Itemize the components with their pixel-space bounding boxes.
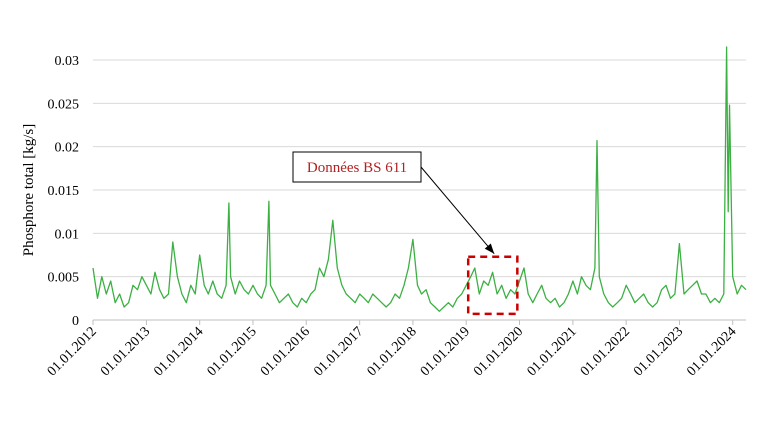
x-tick-label: 01.01.2018	[365, 324, 420, 379]
x-tick-label: 01.01.2016	[258, 324, 313, 379]
series-line-phosphore	[92, 46, 747, 312]
x-tick-label: 01.01.2015	[205, 324, 260, 379]
y-tick-label: 0.025	[48, 97, 80, 112]
x-tick-label: 01.01.2020	[471, 324, 526, 379]
x-tick-label: 01.01.2024	[684, 324, 739, 379]
x-tick-label: 01.01.2019	[418, 324, 473, 379]
y-axis: 0 0.005 0.01 0.015 0.02 0.025 0.03	[48, 54, 80, 329]
horizontal-gridlines	[93, 59, 746, 278]
y-axis-title: Phosphore total [kg/s]	[21, 124, 37, 257]
x-tick-label: 01.01.2021	[525, 324, 580, 379]
x-tick-label: 01.01.2017	[311, 324, 366, 379]
y-tick-label: 0	[72, 314, 79, 329]
x-tick-label: 01.01.2023	[631, 324, 686, 379]
x-tick-label: 01.01.2022	[578, 324, 633, 379]
x-axis: 01.01.201201.01.201301.01.201401.01.2015…	[45, 319, 746, 379]
y-tick-label: 0.02	[55, 141, 80, 156]
annotation-group: Données BS 611	[292, 151, 519, 316]
highlight-box	[466, 255, 519, 316]
y-tick-label: 0.005	[48, 271, 80, 286]
x-tick-label: 01.01.2014	[151, 324, 206, 379]
y-tick-label: 0.03	[55, 54, 80, 69]
annotation-label: Données BS 611	[307, 160, 407, 176]
x-tick-label: 01.01.2013	[98, 324, 153, 379]
y-tick-label: 0.01	[55, 227, 80, 242]
arrow-head-icon	[484, 243, 495, 254]
annotation-arrow	[420, 166, 495, 255]
y-tick-label: 0.015	[48, 184, 80, 199]
x-tick-label: 01.01.2012	[45, 324, 100, 379]
annotation-label-box	[292, 151, 422, 183]
